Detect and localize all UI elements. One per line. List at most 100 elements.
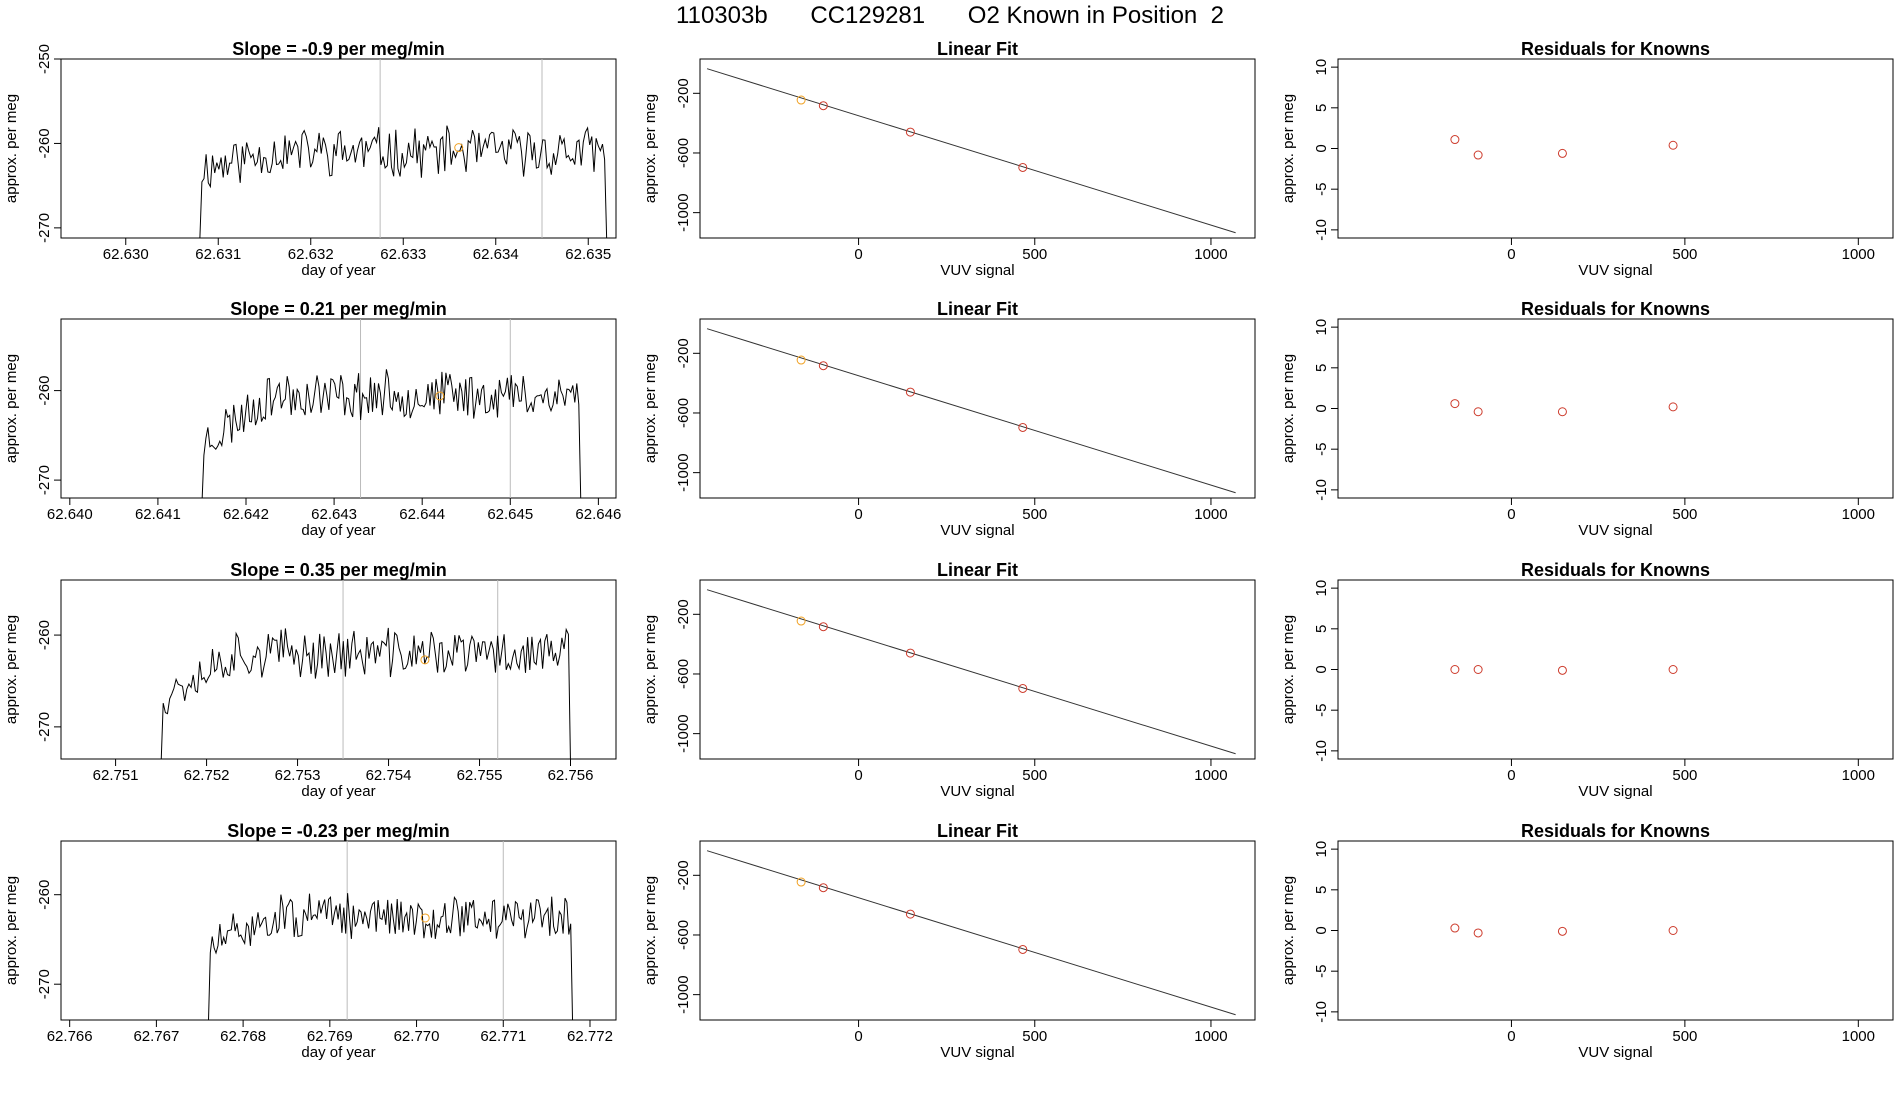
x-tick-label: 62.632 bbox=[288, 246, 334, 263]
time-series-trace bbox=[199, 125, 608, 238]
x-tick-label: 62.767 bbox=[133, 1028, 179, 1045]
y-tick-label: 10 bbox=[1313, 59, 1330, 76]
time-series-trace bbox=[160, 627, 571, 759]
known-point bbox=[1473, 150, 1483, 160]
y-tick-label: 0 bbox=[1313, 144, 1330, 152]
y-tick-label: -270 bbox=[36, 969, 53, 999]
plot-frame bbox=[60, 840, 617, 1021]
known-point bbox=[905, 909, 915, 919]
x-axis-label: VUV signal bbox=[940, 783, 1014, 800]
x-tick-label: 62.641 bbox=[135, 506, 181, 523]
x-tick-label: 62.633 bbox=[380, 246, 426, 263]
x-tick-label: 62.642 bbox=[223, 506, 269, 523]
y-tick-label: -1000 bbox=[675, 453, 692, 491]
y-axis-label: approx. per meg bbox=[642, 94, 659, 203]
x-tick-label: 62.646 bbox=[575, 506, 621, 523]
known-point bbox=[1668, 140, 1678, 150]
known-point bbox=[1668, 665, 1678, 674]
x-tick-label: 62.771 bbox=[480, 1028, 526, 1045]
known-point bbox=[1557, 407, 1567, 417]
x-tick-label: 1000 bbox=[1842, 246, 1875, 263]
x-tick-label: 62.634 bbox=[473, 246, 519, 263]
x-tick-label: 1000 bbox=[1842, 1028, 1875, 1045]
data-layer bbox=[706, 68, 1236, 234]
x-tick-label: 500 bbox=[1022, 1028, 1047, 1045]
time-series-panel-row-1: Slope = -0.9 per meg/min day of year appro… bbox=[3, 39, 617, 279]
known-point bbox=[818, 101, 828, 111]
data-layer bbox=[706, 850, 1236, 1016]
plot-frame bbox=[60, 58, 617, 239]
x-tick-label: 0 bbox=[854, 246, 862, 263]
known-point bbox=[905, 648, 915, 658]
known-point bbox=[1557, 148, 1567, 158]
x-tick-label: 500 bbox=[1672, 767, 1697, 784]
y-tick-label: -270 bbox=[36, 465, 53, 495]
panel-title: Linear Fit bbox=[937, 299, 1018, 319]
y-tick-label: -270 bbox=[36, 213, 53, 243]
time-series-trace bbox=[208, 893, 574, 1020]
y-tick-label: -10 bbox=[1313, 479, 1330, 501]
fit-line bbox=[706, 68, 1236, 234]
fit-line bbox=[706, 328, 1236, 494]
known-point bbox=[1473, 665, 1483, 674]
x-tick-label: 500 bbox=[1672, 506, 1697, 523]
panel-title: Linear Fit bbox=[937, 39, 1018, 59]
panel-title: Slope = 0.21 per meg/min bbox=[230, 299, 447, 319]
y-tick-label: -260 bbox=[36, 128, 53, 158]
known-point bbox=[818, 622, 828, 632]
known-point bbox=[1557, 665, 1567, 675]
y-tick-label: 10 bbox=[1313, 319, 1330, 336]
y-tick-label: -260 bbox=[36, 620, 53, 650]
x-tick-label: 62.640 bbox=[47, 506, 93, 523]
data-layer bbox=[1450, 399, 1678, 417]
y-tick-label: -5 bbox=[1313, 704, 1330, 717]
x-tick-label: 0 bbox=[854, 506, 862, 523]
x-axis-label: VUV signal bbox=[1578, 262, 1652, 279]
x-tick-label: 1000 bbox=[1842, 767, 1875, 784]
data-layer bbox=[706, 589, 1236, 755]
x-tick-label: 62.755 bbox=[457, 767, 503, 784]
plot-frame bbox=[60, 579, 617, 760]
data-layer bbox=[1450, 665, 1678, 675]
run-id: 110303b bbox=[676, 2, 768, 29]
time-series-panel-row-4: Slope = -0.23 per meg/min day of year appr… bbox=[3, 821, 617, 1061]
x-tick-label: 0 bbox=[854, 1028, 862, 1045]
y-tick-label: 10 bbox=[1313, 580, 1330, 597]
x-tick-label: 0 bbox=[1507, 767, 1515, 784]
y-tick-label: -260 bbox=[36, 880, 53, 910]
data-layer bbox=[706, 328, 1236, 494]
plot-frame bbox=[1337, 840, 1894, 1021]
known-point bbox=[1668, 402, 1678, 412]
highlight-point bbox=[796, 355, 806, 365]
x-axis-label: day of year bbox=[301, 522, 375, 539]
plot-frame bbox=[1337, 318, 1894, 499]
plot-frame bbox=[60, 318, 617, 499]
y-tick-label: -260 bbox=[36, 376, 53, 406]
x-tick-label: 62.645 bbox=[487, 506, 533, 523]
panel-title: Residuals for Knowns bbox=[1521, 299, 1710, 319]
time-series-panel-row-2: Slope = 0.21 per meg/min day of year appro… bbox=[3, 299, 621, 539]
figure-description: O2 Known in Position 2 bbox=[967, 2, 1224, 29]
x-tick-label: 62.770 bbox=[394, 1028, 440, 1045]
y-tick-label: 5 bbox=[1313, 104, 1330, 112]
y-axis-label: approx. per meg bbox=[3, 354, 20, 463]
plot-frame bbox=[1337, 58, 1894, 239]
highlight-point bbox=[420, 913, 430, 923]
x-axis-label: VUV signal bbox=[1578, 522, 1652, 539]
y-tick-label: -250 bbox=[36, 44, 53, 74]
x-axis-label: VUV signal bbox=[940, 1044, 1014, 1061]
cylinder-id: CC129281 bbox=[810, 2, 926, 29]
panel-title: Linear Fit bbox=[937, 560, 1018, 580]
x-axis-label: VUV signal bbox=[1578, 1044, 1652, 1061]
y-tick-label: -5 bbox=[1313, 443, 1330, 456]
highlight-point bbox=[796, 95, 806, 105]
known-point bbox=[1450, 399, 1460, 409]
x-tick-label: 0 bbox=[854, 767, 862, 784]
y-tick-label: -1000 bbox=[675, 975, 692, 1013]
data-layer bbox=[61, 580, 571, 759]
y-axis-label: approx. per meg bbox=[3, 94, 20, 203]
y-tick-label: -5 bbox=[1313, 965, 1330, 978]
known-point bbox=[1018, 162, 1028, 172]
plot-frame bbox=[699, 318, 1256, 499]
linear-fit-panel-row-3: Linear Fit VUV signal approx. per meg 0 500 1… bbox=[642, 560, 1256, 800]
